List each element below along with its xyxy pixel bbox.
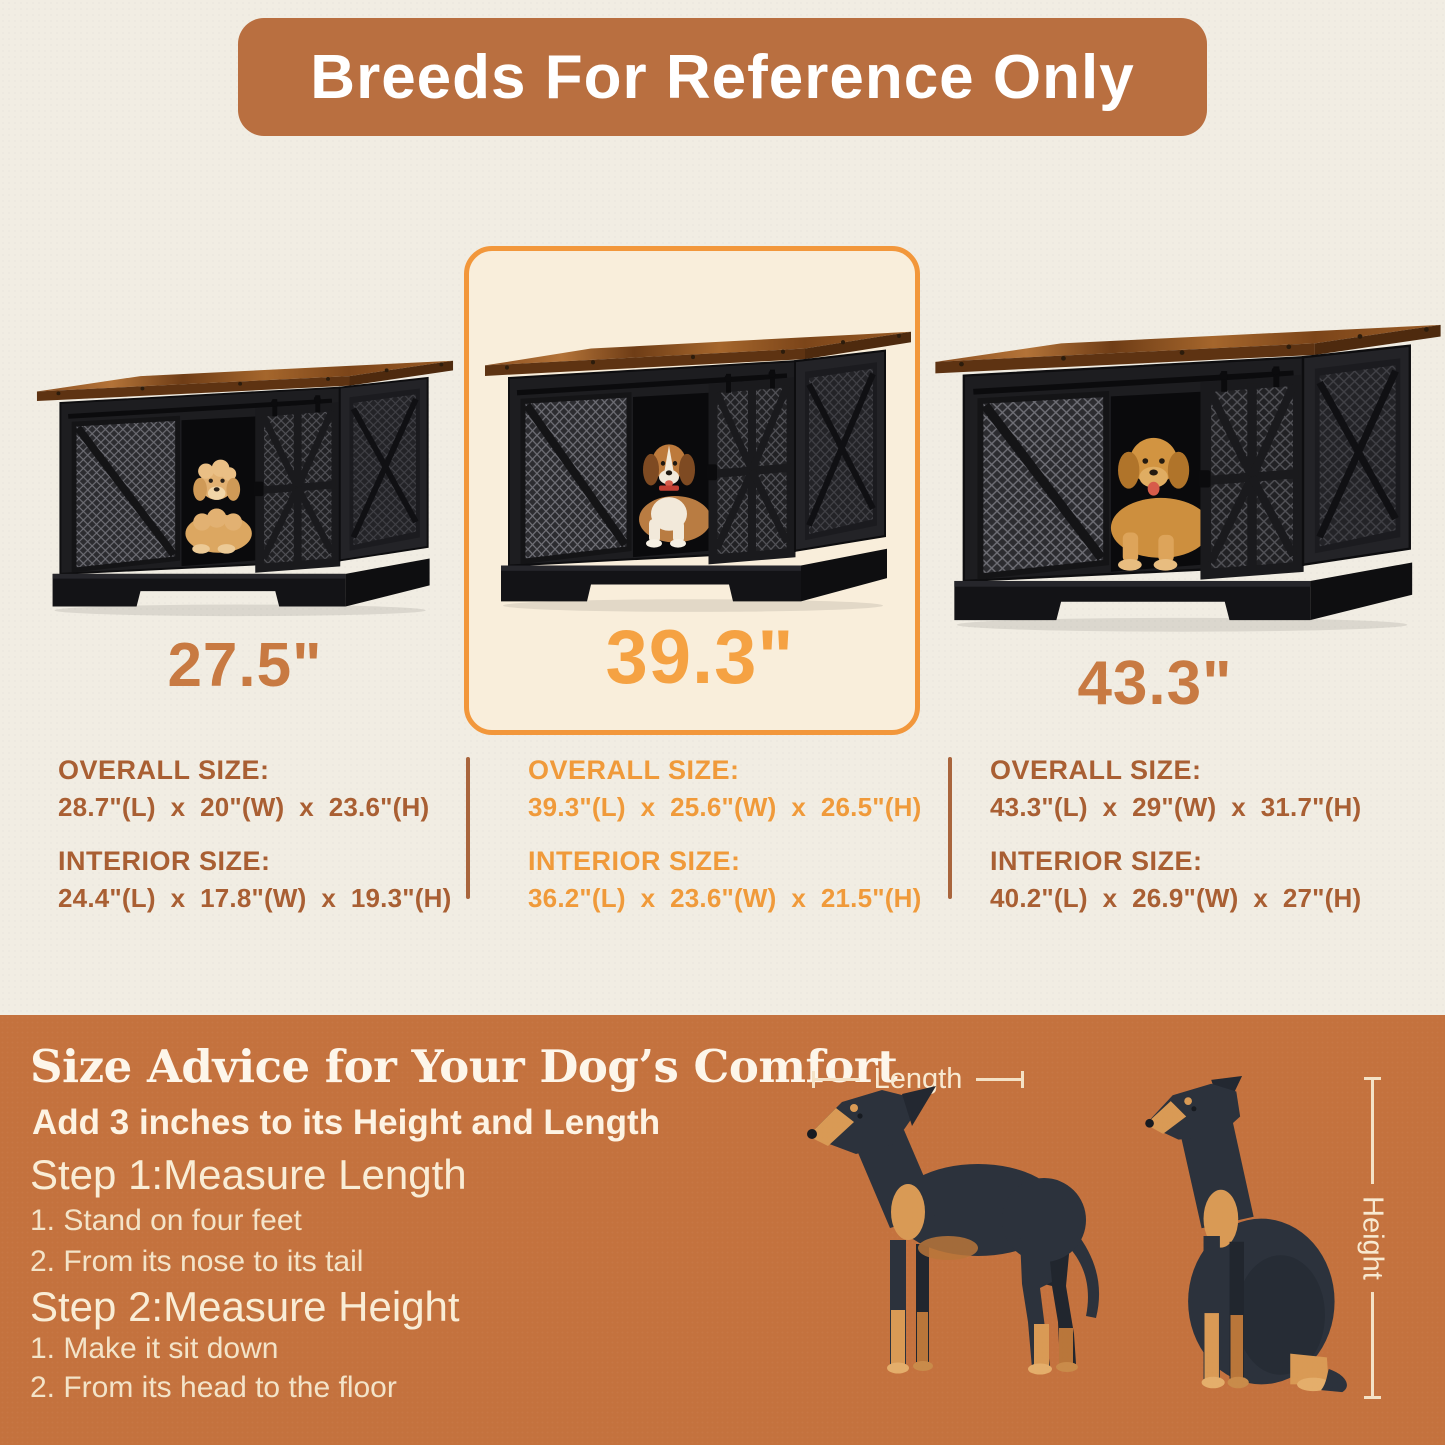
measure-segment — [1370, 1080, 1374, 1185]
height-measure-line: Height — [1356, 1077, 1389, 1400]
length-label: Length — [873, 1062, 963, 1095]
length-measure-line: Length — [812, 1062, 1025, 1095]
measure-tick — [1363, 1396, 1381, 1400]
spec-block-small: OVERALL SIZE: 28.7"(L) x 20"(W) x 23.6"(… — [58, 755, 451, 914]
step1-item1: 1. Stand on four feet — [30, 1204, 302, 1237]
crate-illustration-large — [935, 324, 1441, 632]
overall-size-label: OVERALL SIZE: — [528, 755, 740, 785]
crate-illustration-small — [36, 360, 454, 617]
interior-size-dims: 36.2"(L) x 23.6"(W) x 21.5"(H) — [528, 883, 922, 913]
spec-block-medium: OVERALL SIZE: 39.3"(L) x 25.6"(W) x 26.5… — [528, 755, 921, 914]
advice-subtitle: Add 3 inches to its Height and Length — [32, 1103, 661, 1142]
crate-image-small — [35, 330, 455, 618]
measure-tick — [1363, 1077, 1381, 1080]
standing-dog-icon — [807, 1086, 1100, 1375]
size-label-medium: 39.3" — [605, 615, 795, 700]
step2-heading: Step 2:Measure Height — [30, 1283, 460, 1330]
step1-heading: Step 1:Measure Length — [30, 1151, 467, 1198]
size-label-large: 43.3" — [1077, 649, 1233, 718]
size-label-small: 27.5" — [167, 631, 323, 700]
crate-illustration-medium — [485, 331, 911, 612]
interior-size-dims: 24.4"(L) x 17.8"(W) x 19.3"(H) — [58, 883, 452, 913]
measure-tick — [812, 1070, 815, 1088]
column-divider — [466, 757, 470, 899]
interior-size-label: INTERIOR SIZE: — [58, 846, 271, 876]
overall-size-label: OVERALL SIZE: — [58, 755, 270, 785]
overall-size-dims: 28.7"(L) x 20"(W) x 23.6"(H) — [58, 792, 430, 822]
crate-image-large — [933, 288, 1443, 634]
sitting-dog-illustration — [1138, 1066, 1350, 1406]
crate-image-medium — [483, 298, 913, 614]
step1-item2: 2. From its nose to its tail — [30, 1245, 364, 1278]
measure-segment — [815, 1077, 860, 1081]
interior-size-dims: 40.2"(L) x 26.9"(W) x 27"(H) — [990, 883, 1362, 913]
sitting-dog-icon — [1145, 1076, 1347, 1393]
step2-item2: 2. From its head to the floor — [30, 1371, 397, 1404]
size-advice-section: Size Advice for Your Dog’s Comfort Add 3… — [0, 1015, 1445, 1445]
interior-size-label: INTERIOR SIZE: — [528, 846, 741, 876]
column-divider — [948, 757, 952, 899]
banner-title: Breeds For Reference Only — [310, 42, 1135, 112]
title-banner: Breeds For Reference Only — [238, 18, 1207, 136]
interior-size-label: INTERIOR SIZE: — [990, 846, 1203, 876]
step2-item1: 1. Make it sit down — [30, 1332, 279, 1365]
overall-size-dims: 39.3"(L) x 25.6"(W) x 26.5"(H) — [528, 792, 922, 822]
measure-segment — [976, 1077, 1022, 1081]
spec-block-large: OVERALL SIZE: 43.3"(L) x 29"(W) x 31.7"(… — [990, 755, 1361, 914]
height-label: Height — [1356, 1196, 1389, 1280]
advice-title: Size Advice for Your Dog’s Comfort — [30, 1040, 898, 1093]
measure-tick — [1021, 1070, 1025, 1088]
overall-size-label: OVERALL SIZE: — [990, 755, 1202, 785]
standing-dog-illustration — [798, 1072, 1128, 1392]
overall-size-dims: 43.3"(L) x 29"(W) x 31.7"(H) — [990, 792, 1362, 822]
measure-segment — [1370, 1291, 1374, 1397]
